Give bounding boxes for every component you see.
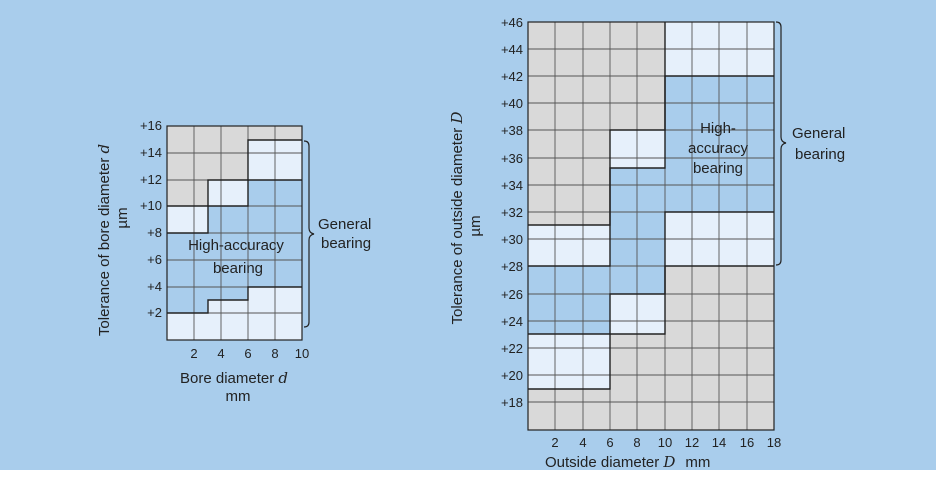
right-y-axis-label: Tolerance of outside diameter D <box>448 112 466 325</box>
right-y-tick: +20 <box>501 368 523 383</box>
right-high-accuracy-outline <box>528 75 774 335</box>
left-y-tick: +8 <box>147 225 162 240</box>
left-y-tick: +10 <box>140 198 162 213</box>
right-x-tick: 8 <box>633 435 640 450</box>
left-y-tick: +14 <box>140 145 162 160</box>
left-high-accuracy-label: bearing <box>213 260 263 277</box>
right-y-tick: +26 <box>501 287 523 302</box>
right-bracket-label: bearing <box>795 146 845 163</box>
left-x-axis-label: Bore diameter d <box>180 369 288 387</box>
left-bracket-label: General <box>318 216 371 233</box>
right-high-accuracy-label: bearing <box>693 160 743 177</box>
right-y-tick: +36 <box>501 151 523 166</box>
right-y-tick: +46 <box>501 15 523 30</box>
right-y-tick: +24 <box>501 314 523 329</box>
left-plot-frame <box>166 125 303 341</box>
left-y-tick: +4 <box>147 279 162 294</box>
right-grid-lines <box>528 22 774 430</box>
left-y-tick: +16 <box>140 118 162 133</box>
left-x-tick: 10 <box>295 346 309 361</box>
right-x-tick: 16 <box>740 435 754 450</box>
right-y-tick: +34 <box>501 178 523 193</box>
left-x-tick: 8 <box>271 346 278 361</box>
right-x-tick: 18 <box>767 435 781 450</box>
right-y-tick: +32 <box>501 205 523 220</box>
left-chart: +2 +4 +6 +8 +10 +12 +14 +16 2 4 6 8 10 B… <box>95 118 371 405</box>
left-high-accuracy-outline <box>167 179 302 314</box>
right-x-tick: 12 <box>685 435 699 450</box>
left-y-tick: +6 <box>147 252 162 267</box>
right-chart: +18 +20 +22 +24 +26 +28 +30 +32 +34 +36 … <box>448 15 845 471</box>
right-high-accuracy-label: accuracy <box>688 140 749 157</box>
left-y-tick: +2 <box>147 305 162 320</box>
left-general-outline <box>167 139 302 207</box>
right-high-accuracy-label: High- <box>700 120 736 137</box>
left-y-tick: +12 <box>140 172 162 187</box>
left-bracket-label: bearing <box>321 235 371 252</box>
right-high-accuracy-band <box>528 76 774 334</box>
right-y-tick: +18 <box>501 395 523 410</box>
right-plot-frame <box>527 21 775 431</box>
left-x-tick: 4 <box>217 346 224 361</box>
right-x-tick: 14 <box>712 435 726 450</box>
left-high-accuracy-band <box>167 180 302 313</box>
left-high-accuracy-label: High-accuracy <box>188 237 284 254</box>
right-bracket <box>775 21 787 266</box>
left-y-axis-unit: µm <box>114 207 131 228</box>
right-x-tick: 2 <box>551 435 558 450</box>
right-x-tick: 4 <box>579 435 586 450</box>
right-y-tick: +30 <box>501 232 523 247</box>
left-bracket <box>303 140 315 328</box>
right-y-tick: +42 <box>501 69 523 84</box>
right-y-tick: +44 <box>501 42 523 57</box>
right-bracket-label: General <box>792 125 845 142</box>
left-x-tick: 2 <box>190 346 197 361</box>
right-y-tick: +22 <box>501 341 523 356</box>
left-y-axis-label: Tolerance of bore diameter d <box>95 144 113 336</box>
right-y-tick: +38 <box>501 123 523 138</box>
right-y-axis-unit: µm <box>467 215 484 236</box>
left-x-axis-unit: mm <box>226 388 251 405</box>
right-y-tick: +40 <box>501 96 523 111</box>
right-x-tick: 6 <box>606 435 613 450</box>
right-y-tick: +28 <box>501 259 523 274</box>
left-x-tick: 6 <box>244 346 251 361</box>
right-x-tick: 10 <box>658 435 672 450</box>
